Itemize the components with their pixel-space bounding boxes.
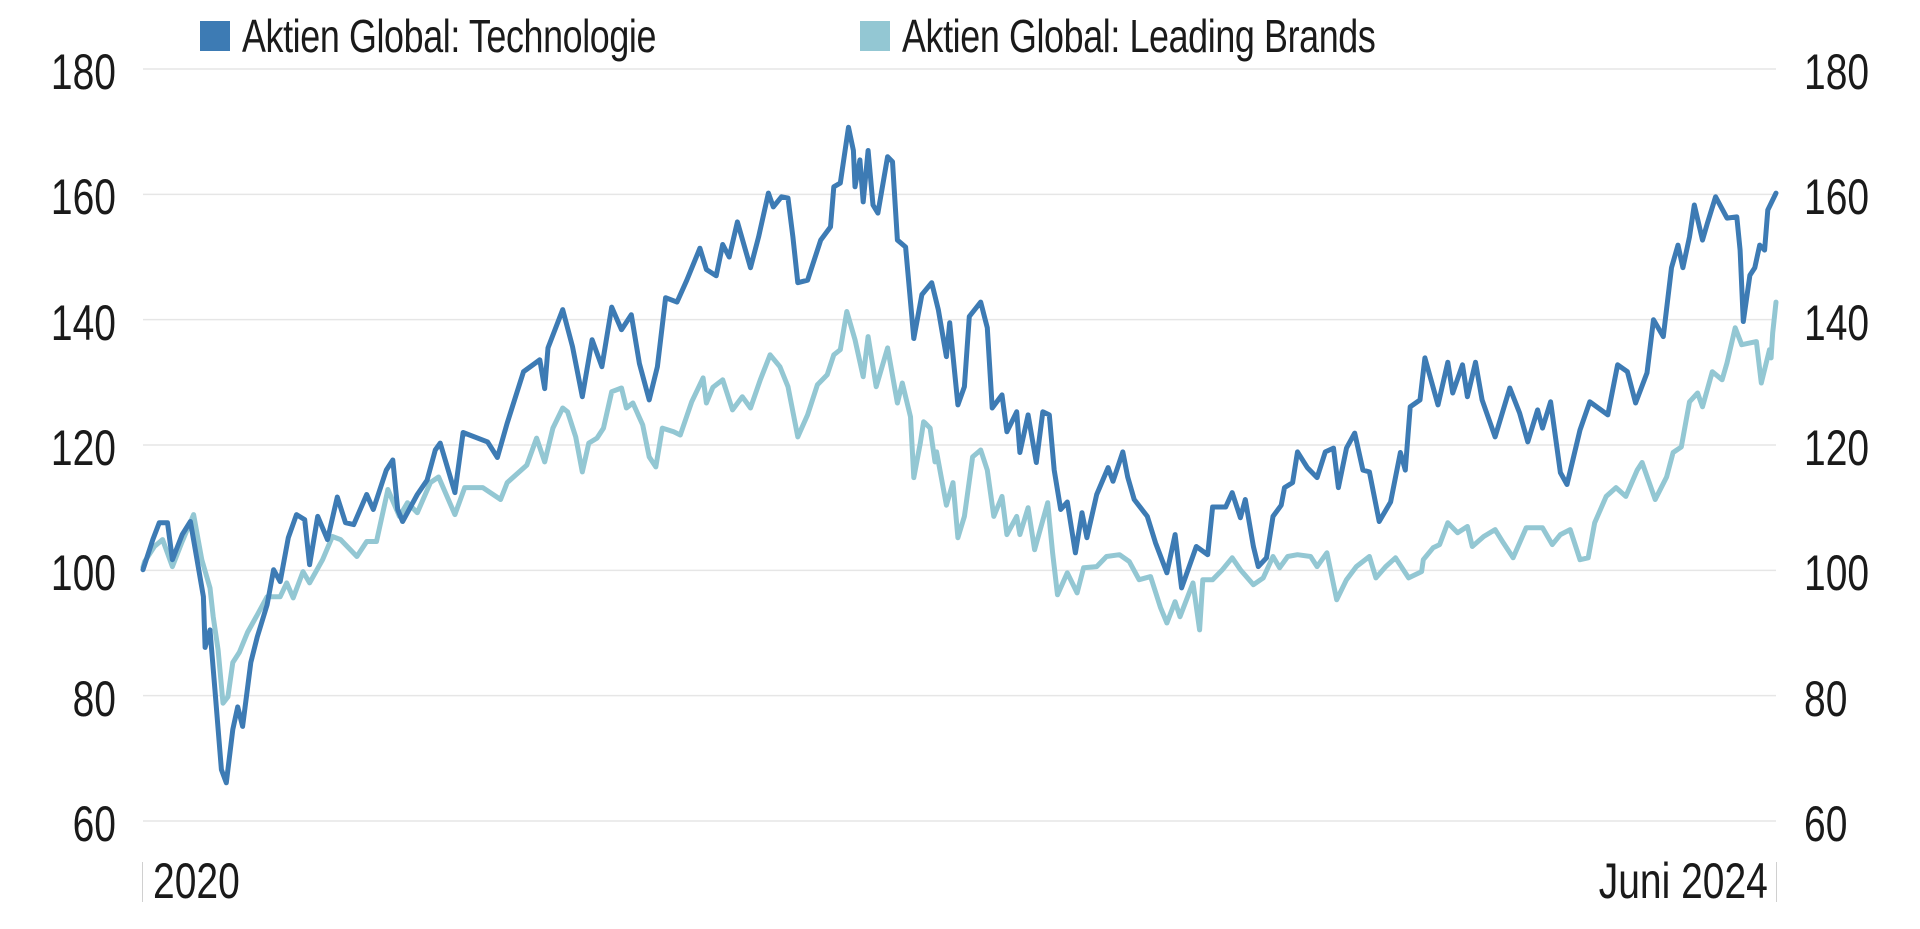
data-lines bbox=[140, 124, 1779, 786]
legend-swatch-technologie bbox=[200, 21, 230, 51]
legend-item-technologie: Aktien Global: Technologie bbox=[200, 8, 773, 64]
gridlines bbox=[143, 68, 1776, 822]
x-axis-start-tick bbox=[142, 862, 143, 902]
legend-label-leading-brands: Aktien Global: Leading Brands bbox=[902, 10, 1376, 62]
y-tick-label-right-180: 180 bbox=[1804, 44, 1870, 100]
x-axis-end-label: Juni 2024 bbox=[1598, 853, 1768, 909]
y-tick-label-left-120: 120 bbox=[50, 420, 117, 476]
x-axis-start-label: 2020 bbox=[153, 853, 240, 909]
y-tick-label-right-160: 160 bbox=[1804, 169, 1870, 226]
y-tick-label-left-140: 140 bbox=[50, 294, 117, 351]
legend-item-leading-brands: Aktien Global: Leading Brands bbox=[860, 8, 1509, 64]
y-tick-label-right-80: 80 bbox=[1804, 670, 1848, 727]
y-tick-label-left-160: 160 bbox=[50, 169, 117, 226]
y-tick-label-right-100: 100 bbox=[1804, 545, 1870, 602]
chart-legend: Aktien Global: Technologie Aktien Global… bbox=[0, 8, 1920, 64]
y-tick-label-left-100: 100 bbox=[50, 545, 117, 602]
y-tick-label-left-180: 180 bbox=[50, 44, 117, 100]
legend-label-technologie: Aktien Global: Technologie bbox=[242, 10, 657, 62]
y-tick-label-right-120: 120 bbox=[1804, 420, 1870, 476]
legend-swatch-leading-brands bbox=[860, 21, 890, 51]
y-tick-label-left-80: 80 bbox=[72, 670, 116, 727]
series-line-technologie bbox=[140, 124, 1779, 786]
y-tick-label-left-60: 60 bbox=[72, 796, 116, 852]
series-line-leading-brands bbox=[140, 299, 1779, 706]
x-axis-end-tick bbox=[1776, 862, 1777, 902]
y-tick-label-right-140: 140 bbox=[1804, 294, 1870, 351]
y-tick-label-right-60: 60 bbox=[1804, 796, 1848, 852]
